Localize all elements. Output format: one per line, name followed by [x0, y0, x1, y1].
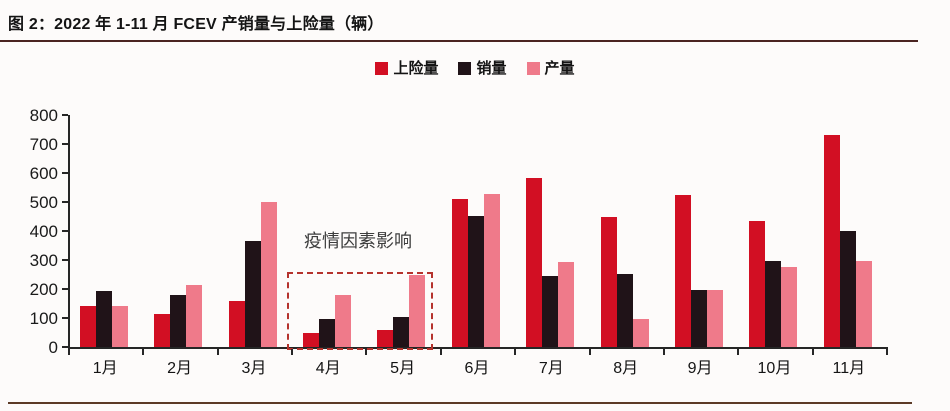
x-axis-tick-mark: [588, 349, 591, 355]
bar-production-7月: [558, 262, 575, 347]
bar-insured-11月: [823, 134, 840, 347]
bar-sales-8月: [616, 273, 633, 347]
y-axis-tick-mark: [62, 259, 68, 261]
annotation-label: 疫情因素影响: [304, 231, 412, 251]
bar-sales-1月: [96, 291, 112, 347]
bar-sales-10月: [765, 260, 782, 347]
y-axis-tick-label: 0: [48, 338, 58, 357]
y-axis-tick-mark: [62, 201, 68, 203]
y-axis-tick-mark: [62, 114, 68, 116]
bar-insured-1月: [80, 306, 96, 347]
x-axis-label-2月: 2月: [167, 360, 192, 377]
bar-sales-6月: [467, 215, 484, 347]
bar-insured-5月: [377, 329, 394, 347]
y-axis-tick-label: 100: [29, 309, 58, 328]
x-axis-tick-mark: [291, 349, 294, 355]
bar-insured-10月: [749, 220, 766, 347]
bar-insured-7月: [526, 177, 543, 347]
x-axis-label-8月: 8月: [613, 360, 639, 377]
legend-item-sales: 销量: [458, 60, 507, 77]
bar-production-3月: [260, 202, 277, 347]
title-divider: [0, 40, 918, 42]
x-axis-label-1月: 1月: [92, 360, 118, 377]
x-axis-label-10月: 10月: [757, 360, 792, 377]
x-axis-tick-mark: [514, 349, 517, 355]
bar-sales-5月: [393, 317, 410, 347]
y-axis-tick-label: 200: [29, 280, 58, 299]
x-axis-tick-mark: [439, 349, 442, 355]
bar-insured-2月: [154, 313, 171, 347]
y-axis-tick-label: 300: [29, 251, 58, 270]
bar-sales-11月: [839, 231, 856, 347]
legend-item-insured: 上险量: [375, 61, 438, 76]
bar-production-6月: [483, 194, 500, 347]
bottom-divider: [8, 402, 912, 404]
x-axis-label-4月: 4月: [315, 360, 341, 377]
y-axis-tick-mark: [62, 143, 68, 145]
y-axis-tick-mark: [62, 288, 68, 290]
bar-production-9月: [706, 289, 723, 347]
bar-production-11月: [855, 260, 872, 347]
x-axis-label-7月: 7月: [538, 360, 564, 377]
x-axis-label-9月: 9月: [687, 360, 713, 377]
y-axis-tick-mark: [62, 230, 68, 232]
legend-label-production: 产量: [544, 60, 575, 77]
bar-sales-3月: [244, 240, 261, 347]
legend-swatch-insured: [375, 62, 389, 75]
y-axis-tick-mark: [62, 317, 68, 319]
legend-swatch-sales: [458, 62, 472, 75]
bar-insured-4月: [303, 332, 320, 347]
legend-label-sales: 销量: [476, 60, 507, 77]
x-axis-tick-mark: [662, 349, 665, 355]
bar-sales-9月: [690, 289, 707, 347]
bar-sales-4月: [319, 319, 336, 347]
bar-sales-2月: [170, 295, 187, 347]
bar-production-2月: [186, 284, 203, 347]
bar-insured-6月: [451, 199, 468, 347]
y-axis-tick-label: 600: [29, 164, 58, 183]
y-axis-tick-mark: [62, 172, 68, 174]
x-axis-tick-mark: [68, 349, 70, 355]
y-axis-tick-label: 400: [29, 222, 58, 241]
y-axis-tick-label: 800: [29, 106, 58, 125]
bar-production-10月: [781, 266, 798, 347]
x-axis-label-6月: 6月: [464, 360, 490, 377]
chart-legend: 上险量 销量 产量: [0, 61, 950, 76]
x-axis-tick-mark: [886, 349, 888, 355]
x-axis-tick-mark: [216, 349, 219, 355]
x-axis-tick-mark: [737, 349, 740, 355]
legend-item-production: 产量: [526, 60, 575, 77]
x-axis-tick-mark: [365, 349, 368, 355]
y-axis-tick-label: 700: [29, 135, 58, 154]
bar-insured-9月: [674, 194, 691, 347]
bar-production-8月: [632, 318, 649, 347]
x-axis-label-11月: 11月: [832, 360, 866, 377]
bar-insured-8月: [600, 217, 617, 347]
x-axis-label-5月: 5月: [390, 360, 416, 377]
bar-production-1月: [112, 306, 128, 347]
bar-production-4月: [335, 295, 352, 347]
legend-swatch-production: [526, 62, 540, 75]
y-axis-tick-label: 500: [29, 193, 58, 212]
x-axis-tick-mark: [142, 349, 145, 355]
x-axis-tick-mark: [811, 349, 814, 355]
x-axis-label-3月: 3月: [241, 360, 267, 377]
bar-production-5月: [409, 275, 426, 347]
legend-label-insured: 上险量: [393, 60, 439, 77]
y-axis-tick-mark: [62, 346, 68, 348]
figure-title: 图 2：2022 年 1-11 月 FCEV 产销量与上险量（辆）: [8, 16, 384, 33]
plot-area: [68, 115, 888, 349]
bar-insured-3月: [228, 301, 245, 347]
annotation-box: [287, 272, 433, 350]
bar-sales-7月: [542, 275, 559, 347]
